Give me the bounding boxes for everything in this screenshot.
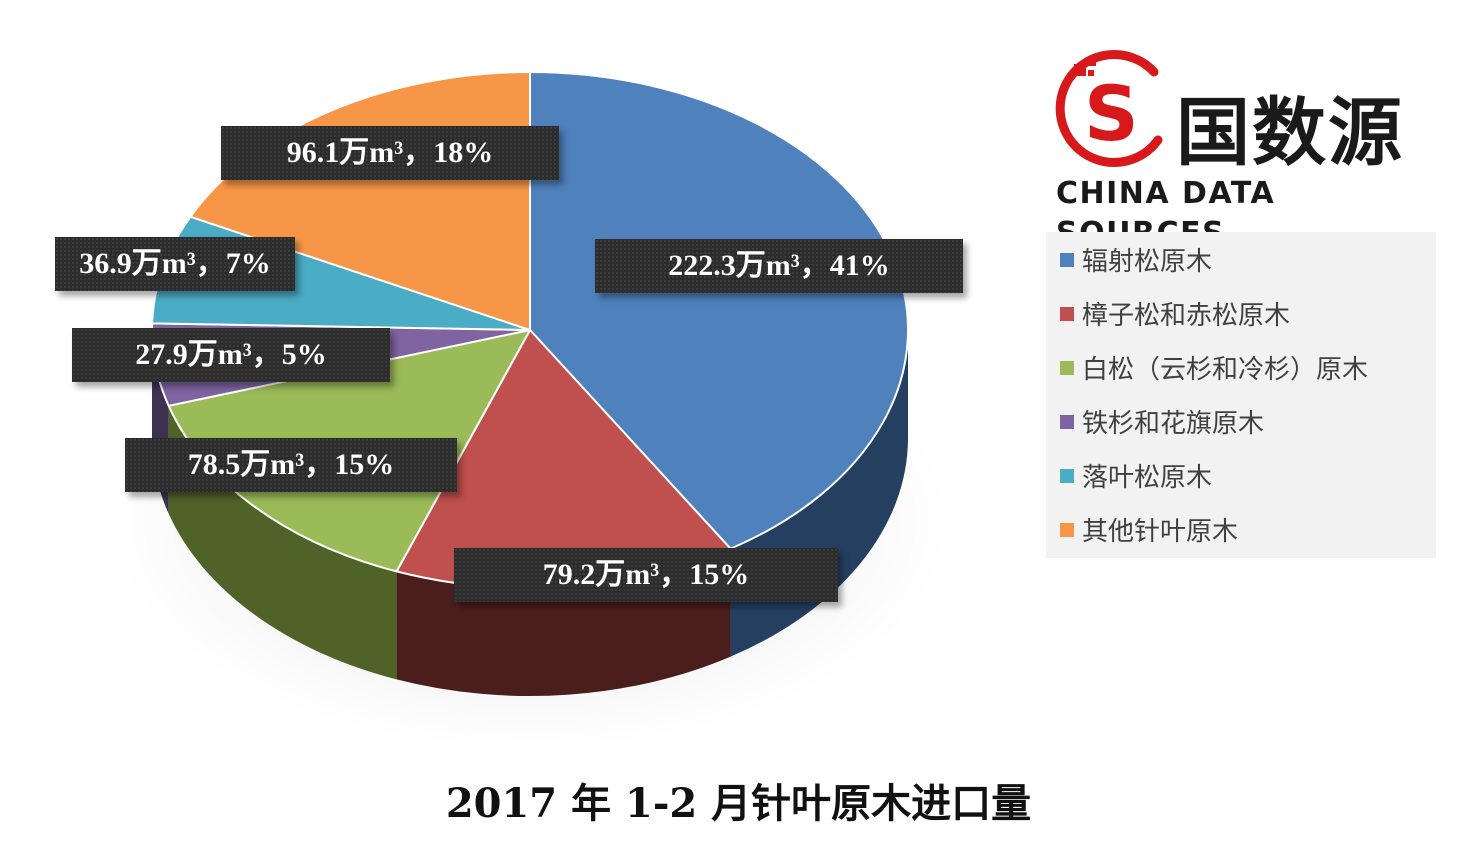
data-label-2: 78.5万m³，15% — [125, 438, 457, 492]
data-label-1: 79.2万m³，15% — [454, 548, 838, 602]
data-label-4: 36.9万m³，7% — [55, 237, 295, 291]
legend-swatch — [1060, 360, 1074, 375]
logo: S 国数源 CHINA DATA SOURCES — [1054, 48, 1454, 251]
legend-label: 铁杉和花旗原木 — [1082, 409, 1265, 439]
logo-mark-icon: S — [1055, 50, 1163, 167]
legend-swatch — [1060, 252, 1074, 267]
chart-legend: 辐射松原木樟子松和赤松原木白松（云杉和冷杉）原木 铁杉和花旗原木 落叶松原木其他针叶… — [1046, 232, 1436, 558]
legend-label: 白松（云杉和冷杉）原木 — [1082, 355, 1369, 385]
legend-item: 白松（云杉和冷杉）原木 — [1060, 350, 1368, 390]
legend-label: 樟子松和赤松原木 — [1082, 301, 1291, 331]
legend-swatch — [1060, 306, 1074, 321]
legend-swatch — [1060, 522, 1074, 537]
legend-label: 辐射松原木 — [1082, 247, 1213, 277]
legend-swatch — [1060, 468, 1074, 483]
data-label-3: 27.9万m³，5% — [72, 328, 390, 382]
legend-item: 落叶松原木 — [1060, 458, 1212, 498]
svg-text:S: S — [1084, 69, 1139, 158]
legend-swatch — [1060, 414, 1074, 429]
legend-label: 其他针叶原木 — [1082, 517, 1239, 547]
legend-label: 落叶松原木 — [1082, 463, 1213, 493]
data-label-5: 96.1万m³，18% — [221, 126, 559, 180]
pie-side-2 — [168, 405, 397, 680]
legend-item: 其他针叶原木 — [1060, 512, 1238, 552]
legend-item: 铁杉和花旗原木 — [1060, 404, 1264, 444]
legend-item: 辐射松原木 — [1060, 242, 1212, 282]
data-label-0: 222.3万m³，41% — [595, 239, 963, 293]
logo-name-cn: 国数源 — [1176, 90, 1404, 176]
legend-item: 樟子松和赤松原木 — [1060, 296, 1290, 336]
chart-title: 2017 年 1-2 月针叶原木进口量 — [445, 780, 1032, 827]
